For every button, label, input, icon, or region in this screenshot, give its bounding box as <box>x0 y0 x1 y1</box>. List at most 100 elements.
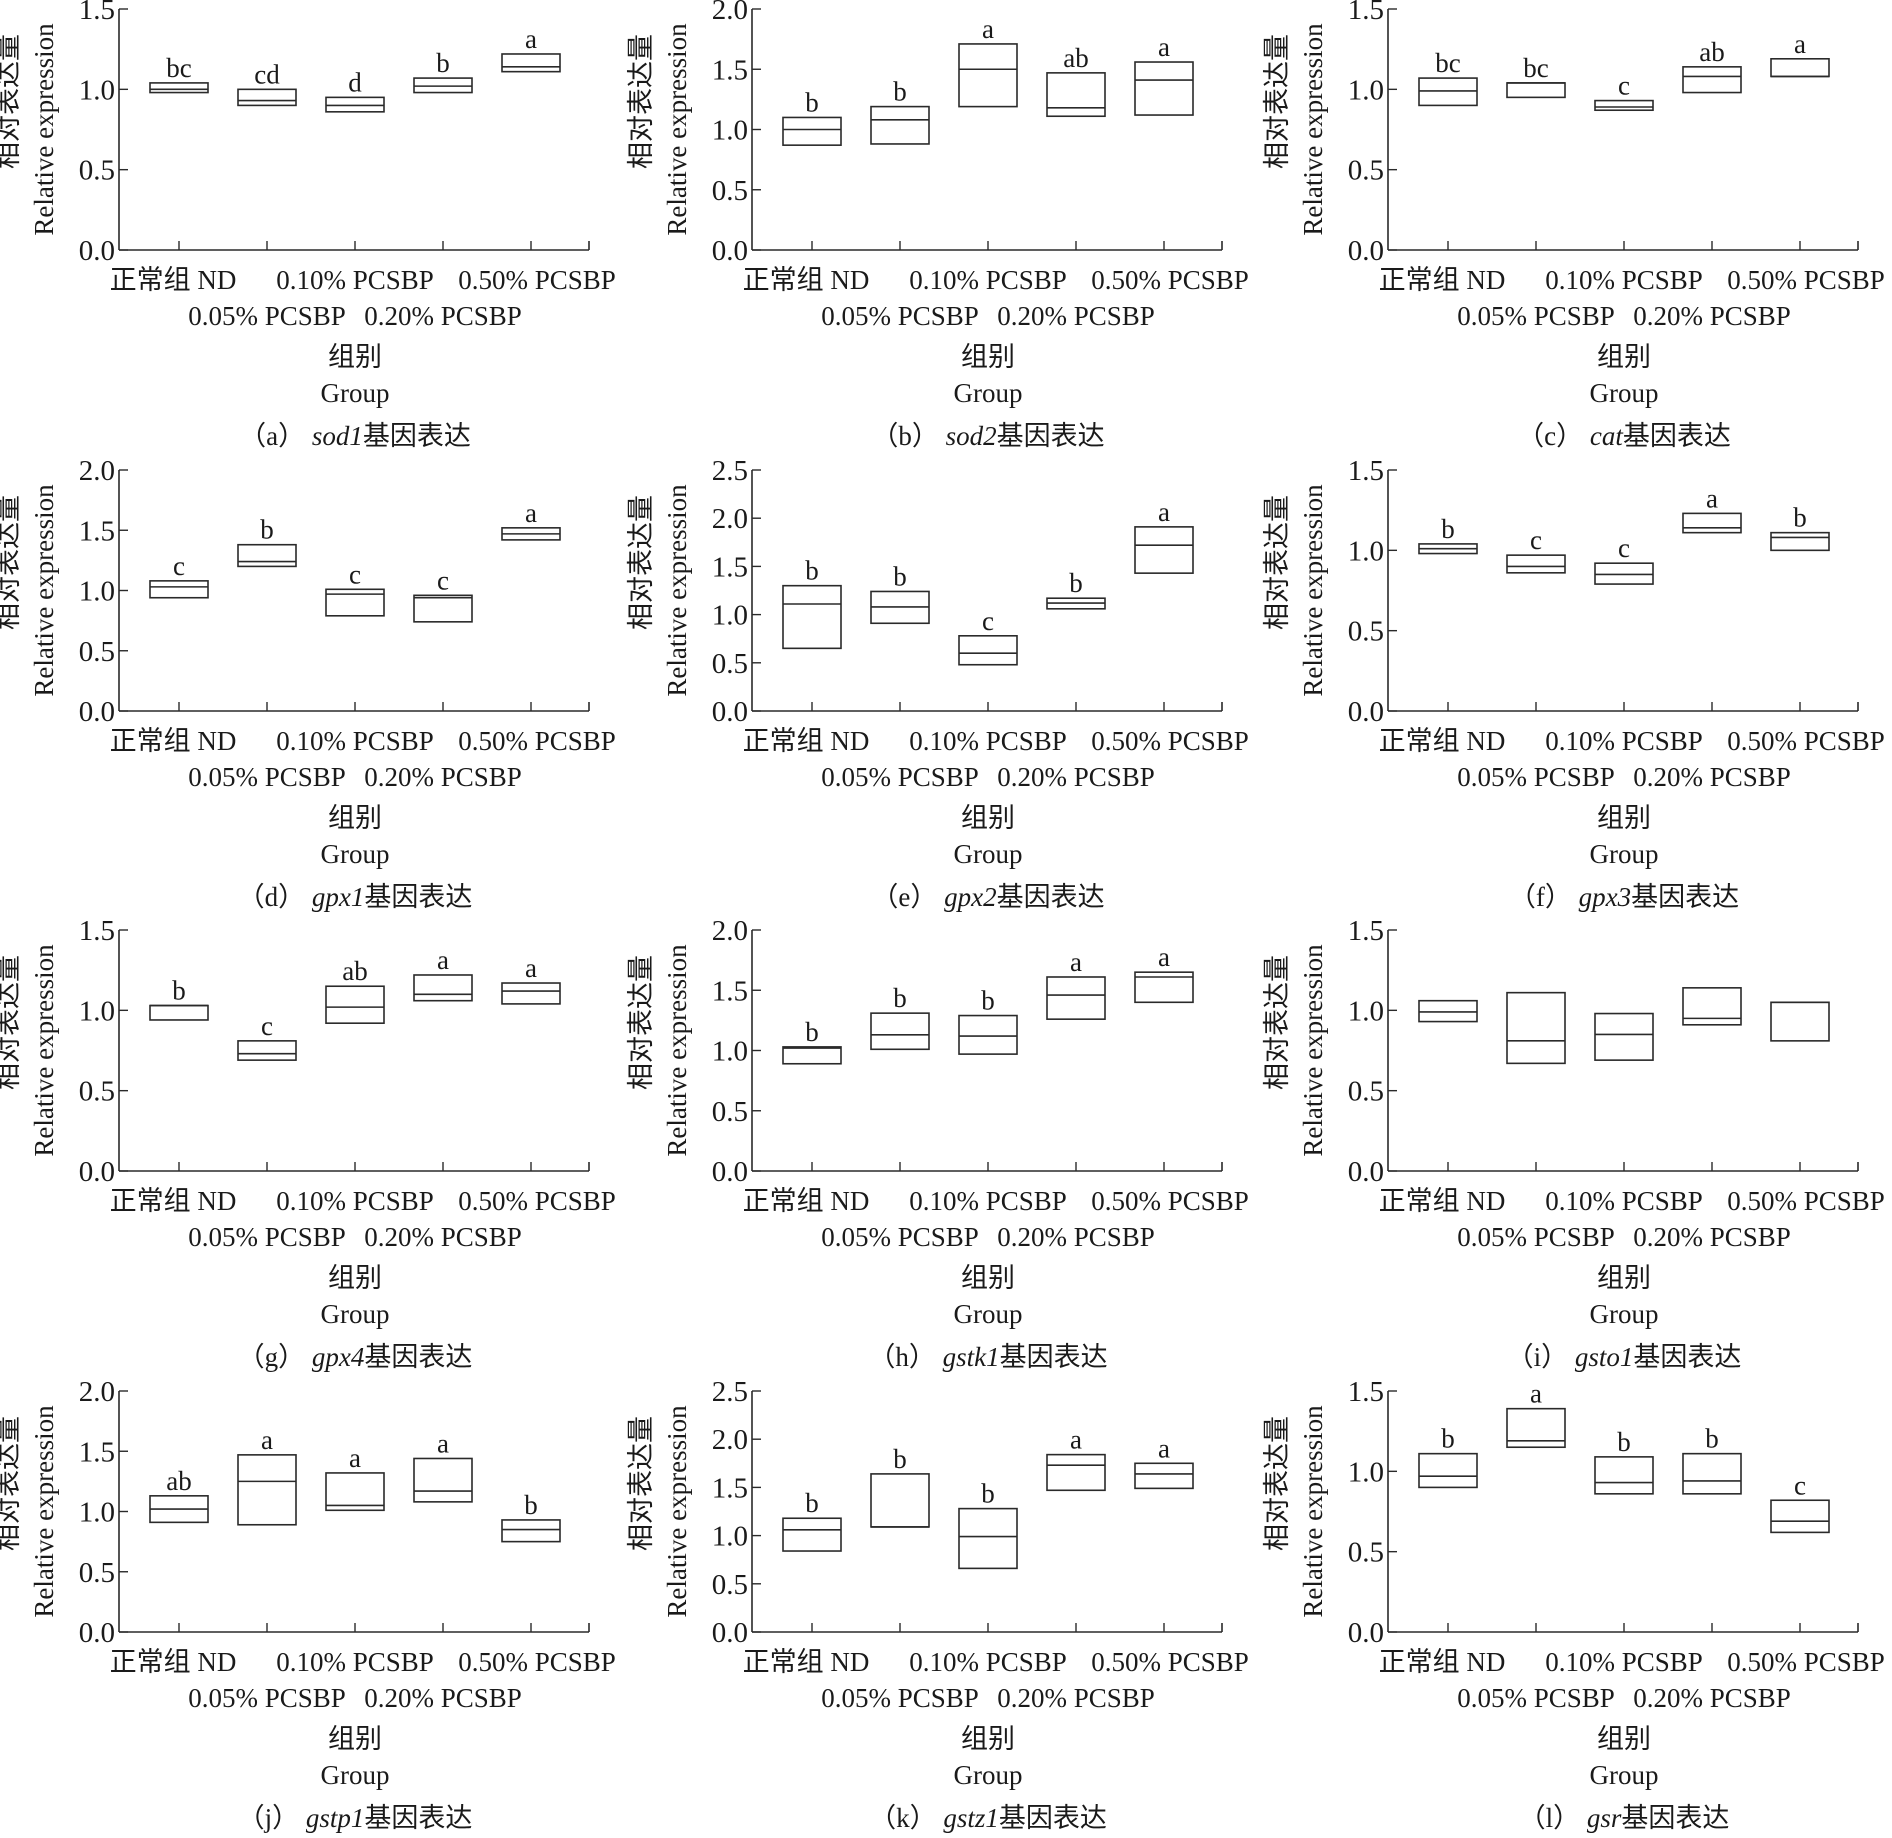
box-4: b <box>413 48 473 94</box>
y-tick-label: 1.0 <box>79 995 115 1027</box>
box-iqr <box>413 974 473 1002</box>
x-category-label: 正常组 ND <box>110 1186 237 1216</box>
box-iqr <box>1506 554 1566 574</box>
x-category-label: 0.05% PCSBP <box>1457 1683 1615 1713</box>
axes: 0.0 0.5 1.0 1.5 <box>1348 915 1859 1188</box>
significance-label: ab <box>166 1466 191 1496</box>
y-tick-label: 1.0 <box>712 600 748 632</box>
box-2: b <box>237 515 297 568</box>
box-5: a <box>501 24 561 73</box>
significance-label: a <box>1158 942 1170 972</box>
x-axis-label-en: Group <box>1590 1760 1659 1790</box>
x-axis-label-en: Group <box>321 1299 390 1329</box>
y-tick-label: 1.5 <box>79 1436 115 1468</box>
y-axis-label-cn: 相对表达量 <box>1262 34 1292 169</box>
significance-label: c <box>437 565 449 595</box>
y-tick-label: 1.5 <box>1348 0 1384 26</box>
box-iqr <box>501 1519 561 1543</box>
x-category-label: 0.20% PCSBP <box>997 301 1155 331</box>
box-iqr <box>782 1517 842 1552</box>
box-iqr <box>325 985 385 1024</box>
x-axis-label-cn: 组别 <box>328 803 382 833</box>
panel-caption: （i） gsto1基因表达 <box>1507 1342 1742 1372</box>
x-axis-label-en: Group <box>1590 378 1659 408</box>
axes: 0.0 0.5 1.0 1.5 <box>79 0 590 267</box>
y-tick-label: 1.0 <box>712 115 748 147</box>
box-1: b <box>782 556 842 650</box>
x-category-label: 0.20% PCSBP <box>1633 762 1791 792</box>
significance-label: a <box>1530 1379 1542 1409</box>
significance-label: ab <box>1699 37 1724 67</box>
x-category-label: 0.10% PCSBP <box>276 1186 434 1216</box>
panel-f: 0.0 0.5 1.0 1.5 相对表达量 Relative expression b c c a… <box>1262 455 1885 912</box>
axes: 0.0 0.5 1.0 1.5 2.0 <box>79 455 590 728</box>
significance-label: ab <box>1063 43 1088 73</box>
y-tick-label: 1.0 <box>712 1036 748 1068</box>
x-category-label: 正常组 ND <box>110 726 237 756</box>
box-iqr <box>1046 72 1106 118</box>
box-iqr <box>1046 976 1106 1020</box>
box-iqr <box>1682 512 1742 534</box>
x-category-label: 0.50% PCSBP <box>1727 726 1885 756</box>
x-category-label: 0.50% PCSBP <box>458 1647 616 1677</box>
significance-label: c <box>1618 533 1630 563</box>
x-category-label: 0.05% PCSBP <box>188 762 346 792</box>
x-category-label: 0.50% PCSBP <box>458 726 616 756</box>
x-category-label: 0.10% PCSBP <box>909 1186 1067 1216</box>
y-tick-label: 0.0 <box>79 1617 115 1649</box>
x-axis-label-cn: 组别 <box>1597 1724 1651 1754</box>
box-iqr <box>1418 999 1478 1023</box>
y-tick-label: 1.5 <box>79 0 115 26</box>
x-axis-label-en: Group <box>954 1760 1023 1790</box>
significance-label: b <box>524 1490 538 1520</box>
x-category-label: 0.10% PCSBP <box>909 726 1067 756</box>
panel-g: 0.0 0.5 1.0 1.5 相对表达量 Relative expression b c ab… <box>0 915 616 1372</box>
box-iqr <box>1770 531 1830 552</box>
box-iqr <box>1134 61 1194 116</box>
box-3: c <box>958 606 1018 666</box>
x-category-label: 0.20% PCSBP <box>1633 301 1791 331</box>
y-tick-label: 1.0 <box>1348 535 1384 567</box>
axes: 0.0 0.5 1.0 1.5 2.0 <box>79 1376 590 1649</box>
y-tick-label: 2.0 <box>712 503 748 535</box>
box-iqr <box>413 1457 473 1503</box>
x-category-label: 0.20% PCSBP <box>364 301 522 331</box>
caption-gene: gpx2 <box>944 882 996 912</box>
significance-label: a <box>1158 32 1170 62</box>
caption-letter: （l） <box>1519 1803 1587 1833</box>
x-category-label: 0.50% PCSBP <box>1091 1186 1249 1216</box>
significance-label: c <box>261 1011 273 1041</box>
significance-label: a <box>261 1425 273 1455</box>
box-3: ab <box>325 956 385 1024</box>
x-category-label: 0.10% PCSBP <box>1545 265 1703 295</box>
panel-j: 0.0 0.5 1.0 1.5 2.0 相对表达量 Relative expression a… <box>0 1376 616 1833</box>
box-iqr <box>782 1046 842 1065</box>
y-tick-label: 1.5 <box>1348 455 1384 487</box>
significance-label: b <box>805 1017 819 1047</box>
x-axis-label-en: Group <box>321 1760 390 1790</box>
box-4: b <box>1682 1424 1742 1495</box>
box-4: c <box>413 565 473 623</box>
box-3 <box>1594 1012 1654 1061</box>
box-4: ab <box>1682 37 1742 94</box>
significance-label: b <box>893 983 907 1013</box>
caption-gene: gsto1 <box>1575 1342 1634 1372</box>
significance-label: a <box>1706 483 1718 513</box>
box-3: c <box>1594 533 1654 585</box>
significance-label: a <box>525 24 537 54</box>
y-tick-label: 0.0 <box>1348 235 1384 267</box>
significance-label: b <box>981 986 995 1016</box>
caption-suffix: 基因表达 <box>997 421 1105 451</box>
box-iqr <box>237 88 297 107</box>
significance-label: c <box>349 559 361 589</box>
box-iqr <box>237 1454 297 1526</box>
box-4: ab <box>1046 43 1106 118</box>
box-3: d <box>325 67 385 113</box>
x-category-label: 0.20% PCSBP <box>997 1222 1155 1252</box>
panel-caption: （b） sod2基因表达 <box>871 421 1104 451</box>
box-iqr <box>501 982 561 1005</box>
caption-letter: （h） <box>868 1342 942 1372</box>
x-category-label: 0.10% PCSBP <box>276 265 434 295</box>
box-2: b <box>870 561 930 625</box>
box-1: bc <box>1418 48 1478 107</box>
